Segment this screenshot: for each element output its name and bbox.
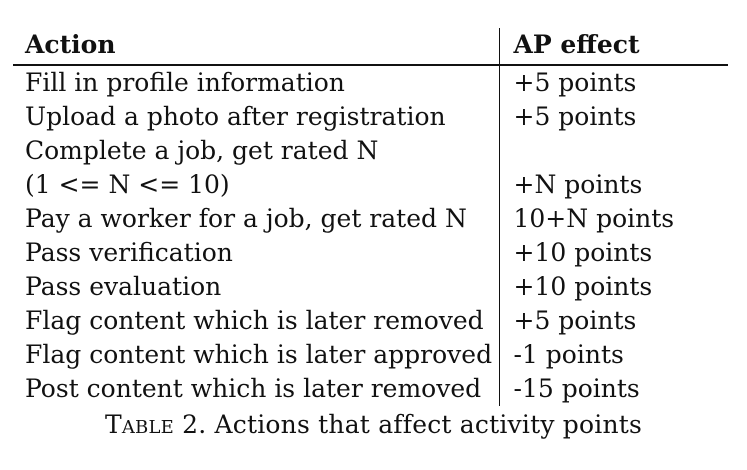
- activity-points-table-container: Action AP effect Fill in profile informa…: [13, 28, 728, 406]
- effect-cell: +5 points: [498, 304, 728, 338]
- caption-label: Table 2.: [104, 410, 207, 439]
- action-cell: Flag content which is later removed: [25, 306, 484, 335]
- table-row: Flag content which is later approved -1 …: [13, 338, 728, 372]
- caption-text: Actions that affect activity points: [214, 410, 643, 439]
- table-header: Action AP effect: [13, 28, 728, 66]
- table-row: Flag content which is later removed +5 p…: [13, 304, 728, 338]
- effect-cell: -15 points: [498, 372, 728, 406]
- table-body: Fill in profile information +5 points Up…: [13, 65, 728, 406]
- effect-cell: +5 points: [498, 100, 728, 134]
- table-row: Post content which is later removed -15 …: [13, 372, 728, 406]
- effect-cell: +N points: [498, 168, 728, 202]
- action-cell: Pass verification: [25, 238, 233, 267]
- table-row: Pass evaluation +10 points: [13, 270, 728, 304]
- action-cell: Pay a worker for a job, get rated N: [25, 204, 467, 233]
- action-cell: Fill in profile information: [25, 68, 345, 97]
- table-row: Complete a job, get rated N: [13, 134, 728, 168]
- action-cell: Complete a job, get rated N: [25, 136, 379, 165]
- effect-cell: 10+N points: [498, 202, 728, 236]
- effect-cell: +10 points: [498, 236, 728, 270]
- action-cell: Pass evaluation: [25, 272, 222, 301]
- action-cell: Post content which is later removed: [25, 374, 482, 403]
- table-row: Pay a worker for a job, get rated N 10+N…: [13, 202, 728, 236]
- header-ap-effect: AP effect: [498, 28, 728, 66]
- effect-cell: +10 points: [498, 270, 728, 304]
- action-cell: Flag content which is later approved: [25, 340, 493, 369]
- table-row: (1 <= N <= 10) +N points: [13, 168, 728, 202]
- effect-cell: -1 points: [498, 338, 728, 372]
- effect-cell: [498, 134, 728, 168]
- table-row: Fill in profile information +5 points: [13, 65, 728, 100]
- header-row: Action AP effect: [13, 28, 728, 66]
- header-action: Action: [13, 28, 499, 66]
- effect-cell: +5 points: [498, 65, 728, 100]
- action-cell: Upload a photo after registration: [25, 102, 446, 131]
- table-row: Pass verification +10 points: [13, 236, 728, 270]
- table-row: Upload a photo after registration +5 poi…: [13, 100, 728, 134]
- action-cell: (1 <= N <= 10): [25, 170, 230, 199]
- activity-points-table: Action AP effect Fill in profile informa…: [13, 28, 728, 406]
- table-caption: Table 2. Actions that affect activity po…: [0, 407, 747, 443]
